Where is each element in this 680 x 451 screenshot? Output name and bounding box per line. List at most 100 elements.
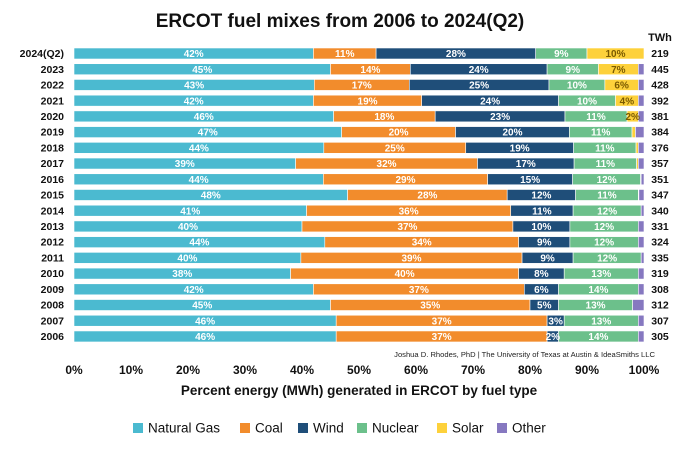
label-coal-2010: 40%	[395, 269, 415, 280]
label-coal-2022: 17%	[352, 81, 372, 92]
label-natural-gas-2024(Q2): 42%	[184, 49, 204, 60]
total-twh-2017: 357	[651, 158, 669, 170]
label-wind-2022: 25%	[469, 81, 489, 92]
year-label-2019: 2019	[41, 127, 65, 139]
total-twh-2023: 445	[651, 64, 669, 76]
label-wind-2017: 17%	[516, 159, 536, 170]
x-tick-50pct: 50%	[347, 363, 371, 377]
year-label-2013: 2013	[41, 221, 65, 233]
label-nuclear-2014: 12%	[597, 206, 617, 217]
segment-labels-layer: 42% 11% 28% 9% 10% 45% 14% 24% 9% 7% 43% 17% 25% 10% 6…	[172, 49, 640, 343]
label-wind-2008: 5%	[537, 301, 552, 312]
legend-label-wind: Wind	[313, 421, 344, 436]
label-coal-2019: 20%	[389, 128, 409, 139]
total-twh-2014: 340	[651, 205, 669, 217]
bar-other-2010	[637, 267, 645, 280]
label-coal-2023: 14%	[360, 65, 380, 76]
bar-other-2015	[638, 189, 645, 201]
bar-other-2023	[637, 63, 645, 76]
label-coal-2008: 35%	[420, 301, 440, 312]
total-twh-2024(Q2): 219	[651, 48, 669, 60]
label-natural-gas-2015: 48%	[201, 191, 221, 202]
label-natural-gas-2012: 44%	[189, 238, 209, 249]
year-label-2007: 2007	[41, 315, 65, 327]
label-wind-2010: 8%	[534, 269, 549, 280]
label-solar-2023: 7%	[611, 65, 626, 76]
label-natural-gas-2023: 45%	[192, 65, 212, 76]
label-coal-2020: 18%	[374, 112, 394, 123]
label-coal-2018: 25%	[385, 143, 405, 154]
credit-text: Joshua D. Rhodes, PhD | The University o…	[394, 350, 655, 359]
label-natural-gas-2016: 44%	[189, 175, 209, 186]
label-nuclear-2007: 13%	[591, 316, 611, 327]
label-coal-2012: 34%	[412, 238, 432, 249]
label-nuclear-2010: 13%	[591, 269, 611, 280]
label-nuclear-2019: 11%	[591, 128, 611, 139]
x-tick-30pct: 30%	[233, 363, 257, 377]
total-twh-2016: 351	[651, 174, 669, 186]
bars-layer	[73, 47, 645, 343]
legend-label-other: Other	[512, 421, 546, 436]
label-natural-gas-2019: 47%	[198, 128, 218, 139]
bar-other-2012	[637, 236, 645, 248]
chart-title: ERCOT fuel mixes from 2006 to 2024(Q2)	[156, 11, 525, 32]
label-nuclear-2023: 9%	[566, 65, 581, 76]
label-coal-2015: 28%	[417, 191, 437, 202]
bar-other-2017	[638, 157, 645, 170]
year-label-2006: 2006	[41, 331, 65, 343]
legend: Natural Gas Coal Wind Nuclear Solar Other	[133, 421, 546, 436]
label-wind-2015: 12%	[531, 191, 551, 202]
year-label-2010: 2010	[41, 268, 65, 280]
label-nuclear-2021: 10%	[577, 96, 597, 107]
year-label-2020: 2020	[41, 111, 65, 123]
x-tick-90pct: 90%	[575, 363, 599, 377]
total-twh-2010: 319	[651, 268, 669, 280]
legend-swatch-coal	[240, 423, 250, 433]
label-solar-2024(Q2): 10%	[605, 49, 625, 60]
x-tick-20pct: 20%	[176, 363, 200, 377]
legend-swatch-solar	[437, 423, 447, 433]
label-natural-gas-2010: 38%	[172, 269, 192, 280]
total-twh-2022: 428	[651, 80, 669, 92]
label-wind-2012: 9%	[537, 238, 552, 249]
label-natural-gas-2011: 40%	[177, 253, 197, 264]
label-wind-2006: 2%	[546, 332, 561, 343]
label-wind-2016: 15%	[520, 175, 540, 186]
legend-swatch-natural-gas	[133, 423, 143, 433]
label-natural-gas-2021: 42%	[184, 96, 204, 107]
year-label-2014: 2014	[41, 205, 65, 217]
total-twh-2015: 347	[651, 190, 669, 202]
bar-other-2006	[637, 330, 645, 343]
label-wind-2014: 11%	[532, 206, 552, 217]
x-tick-40pct: 40%	[290, 363, 314, 377]
label-wind-2011: 9%	[540, 253, 555, 264]
legend-swatch-other	[497, 423, 507, 433]
bar-other-2021	[637, 94, 645, 107]
label-natural-gas-2014: 41%	[180, 206, 200, 217]
totals-layer: 219 445 428 392 381 384 376 357 351 347 340 331 324 3…	[651, 48, 669, 343]
label-nuclear-2020: 11%	[586, 112, 606, 123]
year-label-2016: 2016	[41, 174, 65, 186]
total-twh-2006: 305	[651, 331, 669, 343]
label-coal-2007: 37%	[432, 316, 452, 327]
label-natural-gas-2020: 46%	[194, 112, 214, 123]
x-tick-100pct: 100%	[629, 363, 660, 377]
bar-other-2019	[635, 126, 645, 138]
label-nuclear-2016: 12%	[597, 175, 617, 186]
label-nuclear-2013: 12%	[594, 222, 614, 233]
legend-swatch-nuclear	[357, 423, 367, 433]
year-label-2017: 2017	[41, 158, 65, 170]
total-twh-2021: 392	[651, 95, 669, 107]
label-natural-gas-2022: 43%	[184, 81, 204, 92]
year-label-2022: 2022	[41, 80, 65, 92]
label-wind-2007: 3%	[548, 316, 563, 327]
year-labels-layer: 2024(Q2) 2023 2022 2021 2020 2019 2018 2017 2016…	[20, 48, 65, 343]
x-tick-0pct: 0%	[65, 363, 83, 377]
bar-other-2020	[638, 110, 645, 123]
bar-other-2008	[632, 299, 645, 311]
label-nuclear-2012: 12%	[594, 238, 614, 249]
total-twh-2018: 376	[651, 142, 669, 154]
legend-swatch-wind	[298, 423, 308, 433]
year-label-2015: 2015	[41, 190, 65, 202]
